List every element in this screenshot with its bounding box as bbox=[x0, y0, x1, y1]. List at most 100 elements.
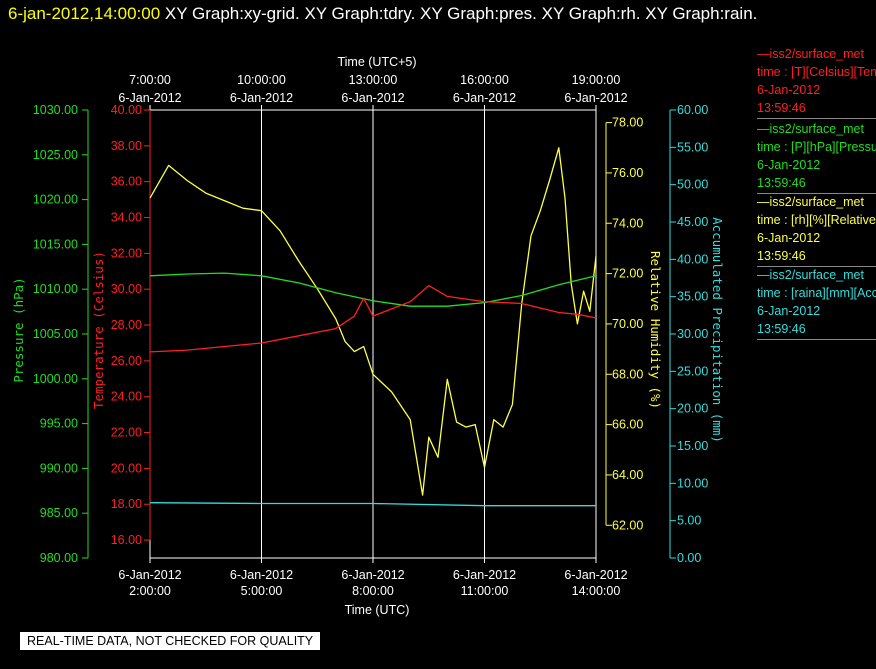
legend-series-date: 6-Jan-2012 bbox=[757, 83, 821, 97]
x-tick-label-time: 11:00:00 bbox=[461, 584, 509, 598]
pressure-tick-label: 1015.00 bbox=[33, 237, 78, 251]
top-tick-label-date: 6-Jan-2012 bbox=[230, 91, 293, 105]
pressure-tick-label: 980.00 bbox=[40, 551, 78, 565]
humidity-tick-label: 68.00 bbox=[612, 367, 643, 381]
series-line-pressure bbox=[149, 272, 597, 307]
precip-tick-label: 30.00 bbox=[677, 327, 708, 341]
pressure-tick-label: 1000.00 bbox=[33, 372, 78, 386]
pressure-tick-label: 1010.00 bbox=[33, 282, 78, 296]
precip-tick-label: 20.00 bbox=[677, 402, 708, 416]
pressure-tick-label: 1030.00 bbox=[33, 103, 78, 117]
legend-series-name: —iss2/surface_met bbox=[757, 195, 864, 209]
legend-entry-precipitation: —iss2/surface_met time : [raina][mm][Acc… bbox=[757, 266, 876, 340]
precip-tick-label: 40.00 bbox=[677, 252, 708, 266]
top-tick-label-date: 6-Jan-2012 bbox=[564, 91, 627, 105]
top-tick-label-time: 10:00:00 bbox=[237, 73, 286, 87]
humidity-axis-title: Relative Humidity (%) bbox=[648, 251, 663, 409]
x-tick-label-date: 6-Jan-2012 bbox=[230, 568, 293, 582]
temperature-tick-label: 16.00 bbox=[111, 533, 142, 547]
quality-warning-banner: REAL-TIME DATA, NOT CHECKED FOR QUALITY bbox=[20, 632, 321, 650]
legend-series-variable: time : [T][Celsius][Temperature] bbox=[757, 65, 876, 79]
temperature-tick-label: 36.00 bbox=[111, 175, 142, 189]
x-tick-label-date: 6-Jan-2012 bbox=[118, 568, 181, 582]
top-tick-label-date: 6-Jan-2012 bbox=[453, 91, 516, 105]
temperature-tick-label: 18.00 bbox=[111, 497, 142, 511]
humidity-tick-label: 66.00 bbox=[612, 418, 643, 432]
temperature-tick-label: 38.00 bbox=[111, 139, 142, 153]
top-tick-label-time: 16:00:00 bbox=[460, 73, 509, 87]
legend-series-date: 6-Jan-2012 bbox=[757, 231, 821, 245]
precip-tick-label: 10.00 bbox=[677, 476, 708, 490]
precip-tick-label: 15.00 bbox=[677, 439, 708, 453]
temperature-tick-label: 30.00 bbox=[111, 282, 142, 296]
legend-series-variable: time : [raina][mm][Accumulated Precipita… bbox=[757, 286, 876, 300]
legend-series-variable: time : [P][hPa][Pressure] bbox=[757, 140, 876, 154]
x-tick-label-time: 8:00:00 bbox=[352, 584, 394, 598]
precip-axis-title: Accumulated Precipitation (mm) bbox=[710, 217, 725, 443]
top-tick-label-time: 13:00:00 bbox=[349, 73, 398, 87]
pressure-tick-label: 995.00 bbox=[40, 417, 78, 431]
precip-tick-label: 55.00 bbox=[677, 140, 708, 154]
x-tick-label-time: 14:00:00 bbox=[572, 584, 621, 598]
legend-series-date: 6-Jan-2012 bbox=[757, 304, 821, 318]
precip-tick-label: 50.00 bbox=[677, 178, 708, 192]
top-tick-label-date: 6-Jan-2012 bbox=[118, 91, 181, 105]
precip-tick-label: 60.00 bbox=[677, 103, 708, 117]
humidity-tick-label: 78.00 bbox=[612, 116, 643, 130]
precip-tick-label: 35.00 bbox=[677, 290, 708, 304]
humidity-tick-label: 74.00 bbox=[612, 216, 643, 230]
humidity-tick-label: 72.00 bbox=[612, 267, 643, 281]
precip-tick-label: 25.00 bbox=[677, 364, 708, 378]
top-tick-label-date: 6-Jan-2012 bbox=[341, 91, 404, 105]
x-tick-label-date: 6-Jan-2012 bbox=[341, 568, 404, 582]
pressure-tick-label: 1020.00 bbox=[33, 193, 78, 207]
x-tick-label-time: 5:00:00 bbox=[241, 584, 283, 598]
legend-entry-humidity: —iss2/surface_met time : [rh][%][Relativ… bbox=[757, 193, 876, 267]
legend-series-time: 13:59:46 bbox=[757, 101, 806, 115]
pressure-tick-label: 1025.00 bbox=[33, 148, 78, 162]
x-axis-title: Time (UTC) bbox=[345, 603, 410, 617]
humidity-tick-label: 62.00 bbox=[612, 518, 643, 532]
header-graph-list: XY Graph:xy-grid. XY Graph:tdry. XY Grap… bbox=[164, 4, 758, 23]
precip-tick-label: 5.00 bbox=[677, 514, 701, 528]
pressure-tick-label: 985.00 bbox=[40, 506, 78, 520]
series-line-precip bbox=[149, 502, 596, 507]
pressure-axis-title: Pressure (hPa) bbox=[11, 277, 26, 382]
humidity-tick-label: 64.00 bbox=[612, 468, 643, 482]
temperature-tick-label: 26.00 bbox=[111, 354, 142, 368]
top-tick-label-time: 19:00:00 bbox=[572, 73, 621, 87]
temperature-tick-label: 40.00 bbox=[111, 103, 142, 117]
legend-series-variable: time : [rh][%][Relative Humidity] bbox=[757, 213, 876, 227]
legend-series-date: 6-Jan-2012 bbox=[757, 158, 821, 172]
x-tick-label-date: 6-Jan-2012 bbox=[453, 568, 516, 582]
legend-entry-pressure: —iss2/surface_met time : [P][hPa][Pressu… bbox=[757, 120, 876, 194]
temperature-tick-label: 28.00 bbox=[111, 318, 142, 332]
header-datetime: 6-jan-2012,14:00:00 bbox=[8, 4, 161, 23]
legend-entry-box: —iss2/surface_met time : [P][hPa][Pressu… bbox=[757, 120, 876, 194]
temperature-tick-label: 24.00 bbox=[111, 390, 142, 404]
temperature-axis-title: Temperature (Celsius) bbox=[91, 251, 106, 409]
humidity-tick-label: 76.00 bbox=[612, 166, 643, 180]
legend-series-name: —iss2/surface_met bbox=[757, 122, 864, 136]
temperature-tick-label: 32.00 bbox=[111, 246, 142, 260]
x-tick-label-time: 2:00:00 bbox=[129, 584, 171, 598]
precip-tick-label: 0.00 bbox=[677, 551, 701, 565]
humidity-tick-label: 70.00 bbox=[612, 317, 643, 331]
legend-entry-box: —iss2/surface_met time : [raina][mm][Acc… bbox=[757, 266, 876, 340]
legend-entry-box: —iss2/surface_met time : [T][Celsius][Te… bbox=[757, 45, 876, 119]
series-line-temperature bbox=[149, 284, 597, 353]
temperature-tick-label: 22.00 bbox=[111, 426, 142, 440]
temperature-tick-label: 34.00 bbox=[111, 211, 142, 225]
legend-series-name: —iss2/surface_met bbox=[757, 47, 864, 61]
pressure-tick-label: 1005.00 bbox=[33, 327, 78, 341]
top-axis-title: Time (UTC+5) bbox=[337, 55, 416, 69]
top-tick-label-time: 7:00:00 bbox=[129, 73, 171, 87]
legend-series-time: 13:59:46 bbox=[757, 249, 806, 263]
temperature-tick-label: 20.00 bbox=[111, 461, 142, 475]
legend-series-time: 13:59:46 bbox=[757, 322, 806, 336]
series-line-humidity bbox=[149, 147, 597, 496]
legend-entry-temperature: —iss2/surface_met time : [T][Celsius][Te… bbox=[757, 45, 876, 119]
legend-series-time: 13:59:46 bbox=[757, 176, 806, 190]
